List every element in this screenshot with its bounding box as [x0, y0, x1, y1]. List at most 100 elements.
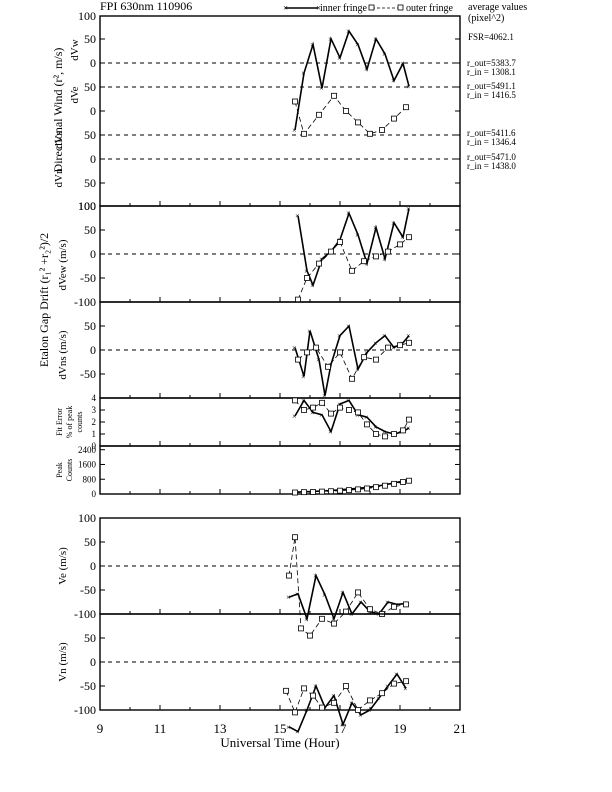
figure-title: FPI 630nm 110906 [100, 0, 192, 13]
data-point-inner: × [391, 219, 396, 228]
y-tick-label: 1600 [78, 460, 97, 470]
x-axis-title: Universal Time (Hour) [220, 735, 339, 750]
data-point-outer [382, 482, 388, 489]
data-point-inner: × [406, 204, 411, 213]
y-tick-label: -50 [80, 583, 96, 597]
data-point-outer [292, 709, 298, 716]
data-point-outer [382, 433, 388, 440]
sublabel-dvw: dVw [69, 39, 81, 60]
data-point-outer [385, 344, 391, 351]
data-point-inner: × [367, 706, 372, 715]
data-point-inner: × [355, 41, 360, 50]
data-point-inner: × [322, 392, 327, 401]
data-point-outer [292, 534, 298, 541]
data-point-inner: × [400, 60, 405, 69]
y-tick-label: 0 [92, 441, 97, 451]
data-point-inner: × [331, 692, 336, 701]
data-point-inner: × [349, 699, 354, 708]
data-point-outer [391, 680, 397, 687]
data-point-outer [400, 479, 406, 485]
data-point-outer [298, 625, 304, 632]
data-point-outer [337, 349, 343, 356]
data-point-outer [346, 407, 352, 413]
x-tick-label: 19 [394, 721, 407, 736]
panel-frame-directional_wind [99, 15, 461, 207]
data-point-inner: × [364, 348, 369, 357]
data-point-outer [328, 488, 334, 495]
data-point-outer [361, 354, 367, 361]
data-point-outer [355, 409, 361, 416]
y-tick-label: 0 [90, 104, 96, 118]
data-point-outer [310, 489, 316, 495]
data-point-outer [391, 431, 397, 437]
data-point-outer [367, 606, 373, 613]
data-point-inner: × [337, 54, 342, 63]
r4-out-label: r_out=5471.0 [467, 152, 516, 162]
data-point-inner: × [346, 396, 351, 405]
data-point-inner: × [373, 423, 378, 432]
data-point-inner: × [304, 615, 309, 624]
data-point-outer [391, 115, 397, 122]
data-point-inner: × [364, 65, 369, 74]
y-tick-label: 100 [78, 9, 96, 23]
data-point-outer [283, 687, 289, 694]
series-line-outer [297, 236, 410, 300]
data-point-outer [292, 489, 298, 496]
data-point-inner: × [310, 41, 315, 50]
y-tick-label: 100 [78, 199, 96, 213]
series-line-outer [294, 95, 407, 135]
data-point-outer [403, 104, 409, 111]
data-point-inner: × [322, 591, 327, 600]
ylabel-dvns: dVns (m/s) [57, 330, 69, 380]
legend-inner-marker-right: × [316, 3, 321, 13]
r3-in-label: r_in = 1346.4 [467, 137, 516, 147]
data-point-inner: × [337, 400, 342, 409]
ylabel-fit-error-2: % of peak [65, 406, 74, 438]
data-point-inner: × [385, 682, 390, 691]
data-point-inner: × [319, 255, 324, 264]
data-point-outer [328, 410, 334, 417]
data-point-inner: × [292, 344, 297, 353]
series-line-inner [294, 29, 410, 131]
data-point-outer [406, 416, 412, 423]
data-point-outer [364, 421, 370, 428]
series-line-inner [297, 208, 410, 288]
data-point-inner: × [382, 255, 387, 264]
y-tick-label: 2400 [78, 445, 97, 455]
data-point-outer [373, 356, 379, 363]
data-point-inner: × [328, 35, 333, 44]
ylabel-fit-error-3: counts [75, 412, 84, 433]
y-tick-label: 0 [90, 559, 96, 573]
data-point-outer [319, 704, 325, 711]
data-point-inner: × [307, 327, 312, 336]
data-point-inner: × [382, 332, 387, 341]
legend-inner-marker-left: × [283, 3, 288, 13]
avg-title-2: (pixel^2) [468, 13, 504, 24]
data-point-outer [364, 485, 370, 492]
y-tick-label: 800 [83, 474, 97, 484]
data-point-outer [379, 127, 385, 133]
y-tick-label: -50 [80, 679, 96, 693]
y-tick-label: 4 [92, 393, 97, 403]
sublabel-dvs: dVs [53, 131, 65, 149]
data-point-outer [373, 253, 379, 260]
data-point-outer [337, 404, 343, 411]
data-point-inner: × [391, 77, 396, 86]
series-line-inner [294, 324, 410, 396]
data-point-inner: × [373, 35, 378, 44]
y-tick-label: -50 [80, 271, 96, 285]
ylabel-etalon: Etalon Gap Drift (r₁² +r₂²)/2 [37, 233, 51, 367]
data-point-outer [316, 260, 322, 267]
ylabel-vn: Vn (m/s) [57, 642, 69, 682]
data-point-outer [319, 615, 325, 622]
data-point-inner: × [358, 598, 363, 607]
data-point-inner: × [406, 82, 411, 91]
data-point-outer [403, 678, 409, 685]
data-point-inner: × [376, 694, 381, 703]
data-point-outer [349, 375, 355, 382]
data-point-outer [292, 397, 298, 404]
y-tick-label: 50 [84, 319, 96, 333]
r1-in-label: r_in = 1308.1 [467, 67, 516, 77]
